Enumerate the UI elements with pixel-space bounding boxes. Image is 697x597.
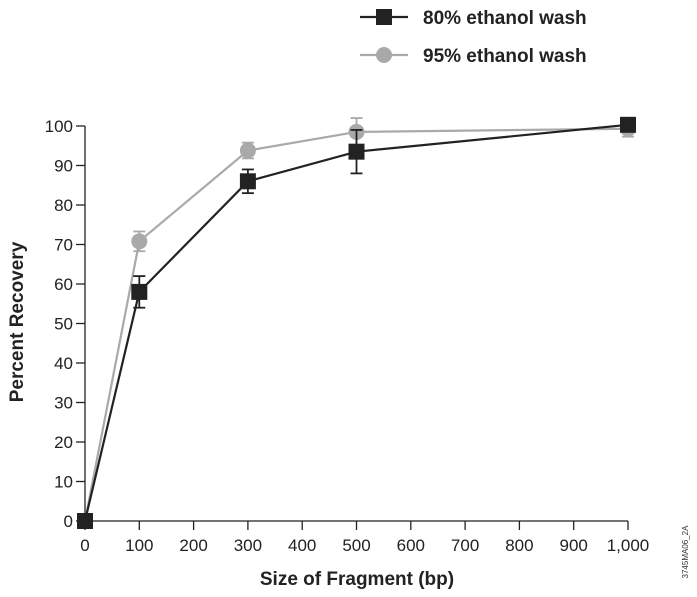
y-tick-label: 30 <box>54 394 73 413</box>
y-tick-label: 50 <box>54 315 73 334</box>
series-line <box>83 123 629 522</box>
y-tick-label: 0 <box>64 512 73 531</box>
series-1 <box>77 117 636 529</box>
y-tick-label: 70 <box>54 236 73 255</box>
x-tick-label: 700 <box>451 536 479 555</box>
data-point-circle <box>239 142 256 159</box>
y-tick-label: 60 <box>54 275 73 294</box>
series-line <box>83 127 629 522</box>
x-tick-label: 500 <box>342 536 370 555</box>
legend: 80% ethanol wash 95% ethanol wash <box>360 8 587 67</box>
data-point-square <box>348 143 365 160</box>
x-tick-label: 200 <box>179 536 207 555</box>
x-tick-label: 300 <box>234 536 262 555</box>
legend-label: 80% ethanol wash <box>423 8 587 29</box>
figure-code: 3745MA06_2A <box>681 525 690 579</box>
data-point-square <box>239 173 256 190</box>
axes: 0 10 20 30 40 50 60 70 80 90 100 0 100 200 300 400 500 60… <box>45 117 650 555</box>
x-tick-label: 600 <box>397 536 425 555</box>
x-tick-label: 100 <box>125 536 153 555</box>
series-0 <box>77 116 636 529</box>
x-tick-label: 1,000 <box>607 536 650 555</box>
legend-marker-circle <box>376 47 392 63</box>
x-tick-label: 800 <box>505 536 533 555</box>
legend-marker-square <box>376 9 392 25</box>
y-tick-label: 40 <box>54 354 73 373</box>
data-point-square <box>77 513 93 529</box>
legend-label: 95% ethanol wash <box>423 46 587 67</box>
data-point-square <box>131 283 148 300</box>
plot-area <box>77 116 636 529</box>
y-tick-label: 10 <box>54 473 73 492</box>
x-tick-label: 0 <box>80 536 89 555</box>
x-axis-title: Size of Fragment (bp) <box>260 569 454 590</box>
y-axis-title: Percent Recovery <box>7 241 28 402</box>
data-point-square <box>620 116 636 133</box>
x-tick-label: 400 <box>288 536 316 555</box>
y-tick-label: 80 <box>54 196 73 215</box>
y-tick-label: 20 <box>54 433 73 452</box>
x-tick-label: 900 <box>560 536 588 555</box>
y-tick-label: 100 <box>45 117 73 136</box>
y-tick-label: 90 <box>54 157 73 176</box>
data-point-circle <box>131 233 148 250</box>
